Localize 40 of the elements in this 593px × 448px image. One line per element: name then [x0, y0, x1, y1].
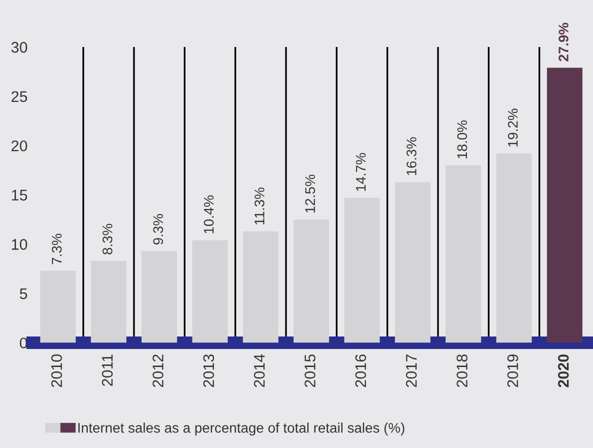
- x-tick-label: 2017: [406, 354, 417, 388]
- x-tick-label: 2015: [304, 354, 316, 388]
- text: 12.5%: [305, 174, 316, 213]
- text: 27.9%: [558, 22, 568, 62]
- bar: [344, 198, 380, 343]
- text: 9.3%: [153, 214, 164, 244]
- y-tick-label: 20: [12, 140, 28, 152]
- text: 19.2%: [508, 108, 518, 147]
- text: 18.0%: [457, 120, 468, 158]
- y-tick-label: 30: [11, 42, 28, 53]
- bar: [142, 251, 178, 343]
- x-tick-label: 2016: [355, 354, 366, 388]
- y-tick-label: 25: [12, 91, 28, 102]
- y-tick-label: 15: [12, 190, 28, 201]
- x-tick-label: 2013: [203, 354, 214, 388]
- bar: [496, 153, 532, 343]
- x-tick-label: 2010: [51, 354, 62, 388]
- x-tick-label: 2018: [456, 354, 468, 388]
- legend-label: Internet sales as a percentage of total retail sales (%): [78, 422, 404, 436]
- bar: [90, 260, 126, 343]
- y-tick-label: 5: [20, 288, 28, 300]
- x-tick-label: 2011: [102, 354, 113, 386]
- bar: [294, 220, 330, 343]
- bar: [546, 68, 582, 343]
- bar: [394, 182, 430, 343]
- bar: [242, 231, 278, 343]
- x-tick-label: 2014: [254, 354, 265, 388]
- x-tick-label: 2012: [152, 354, 164, 388]
- bar: [40, 270, 76, 343]
- text: 16.3%: [406, 137, 416, 176]
- text: 14.7%: [356, 153, 366, 191]
- bar: [192, 240, 228, 343]
- x-tick-label: 2020: [558, 354, 569, 388]
- text: 10.4%: [204, 195, 214, 234]
- text: 8.3%: [102, 224, 112, 254]
- text: 11.3%: [254, 188, 264, 224]
- y-tick-label: 10: [12, 239, 28, 250]
- x-tick-label: 2019: [507, 354, 518, 388]
- text: 7.3%: [52, 234, 62, 264]
- bar: [446, 165, 482, 343]
